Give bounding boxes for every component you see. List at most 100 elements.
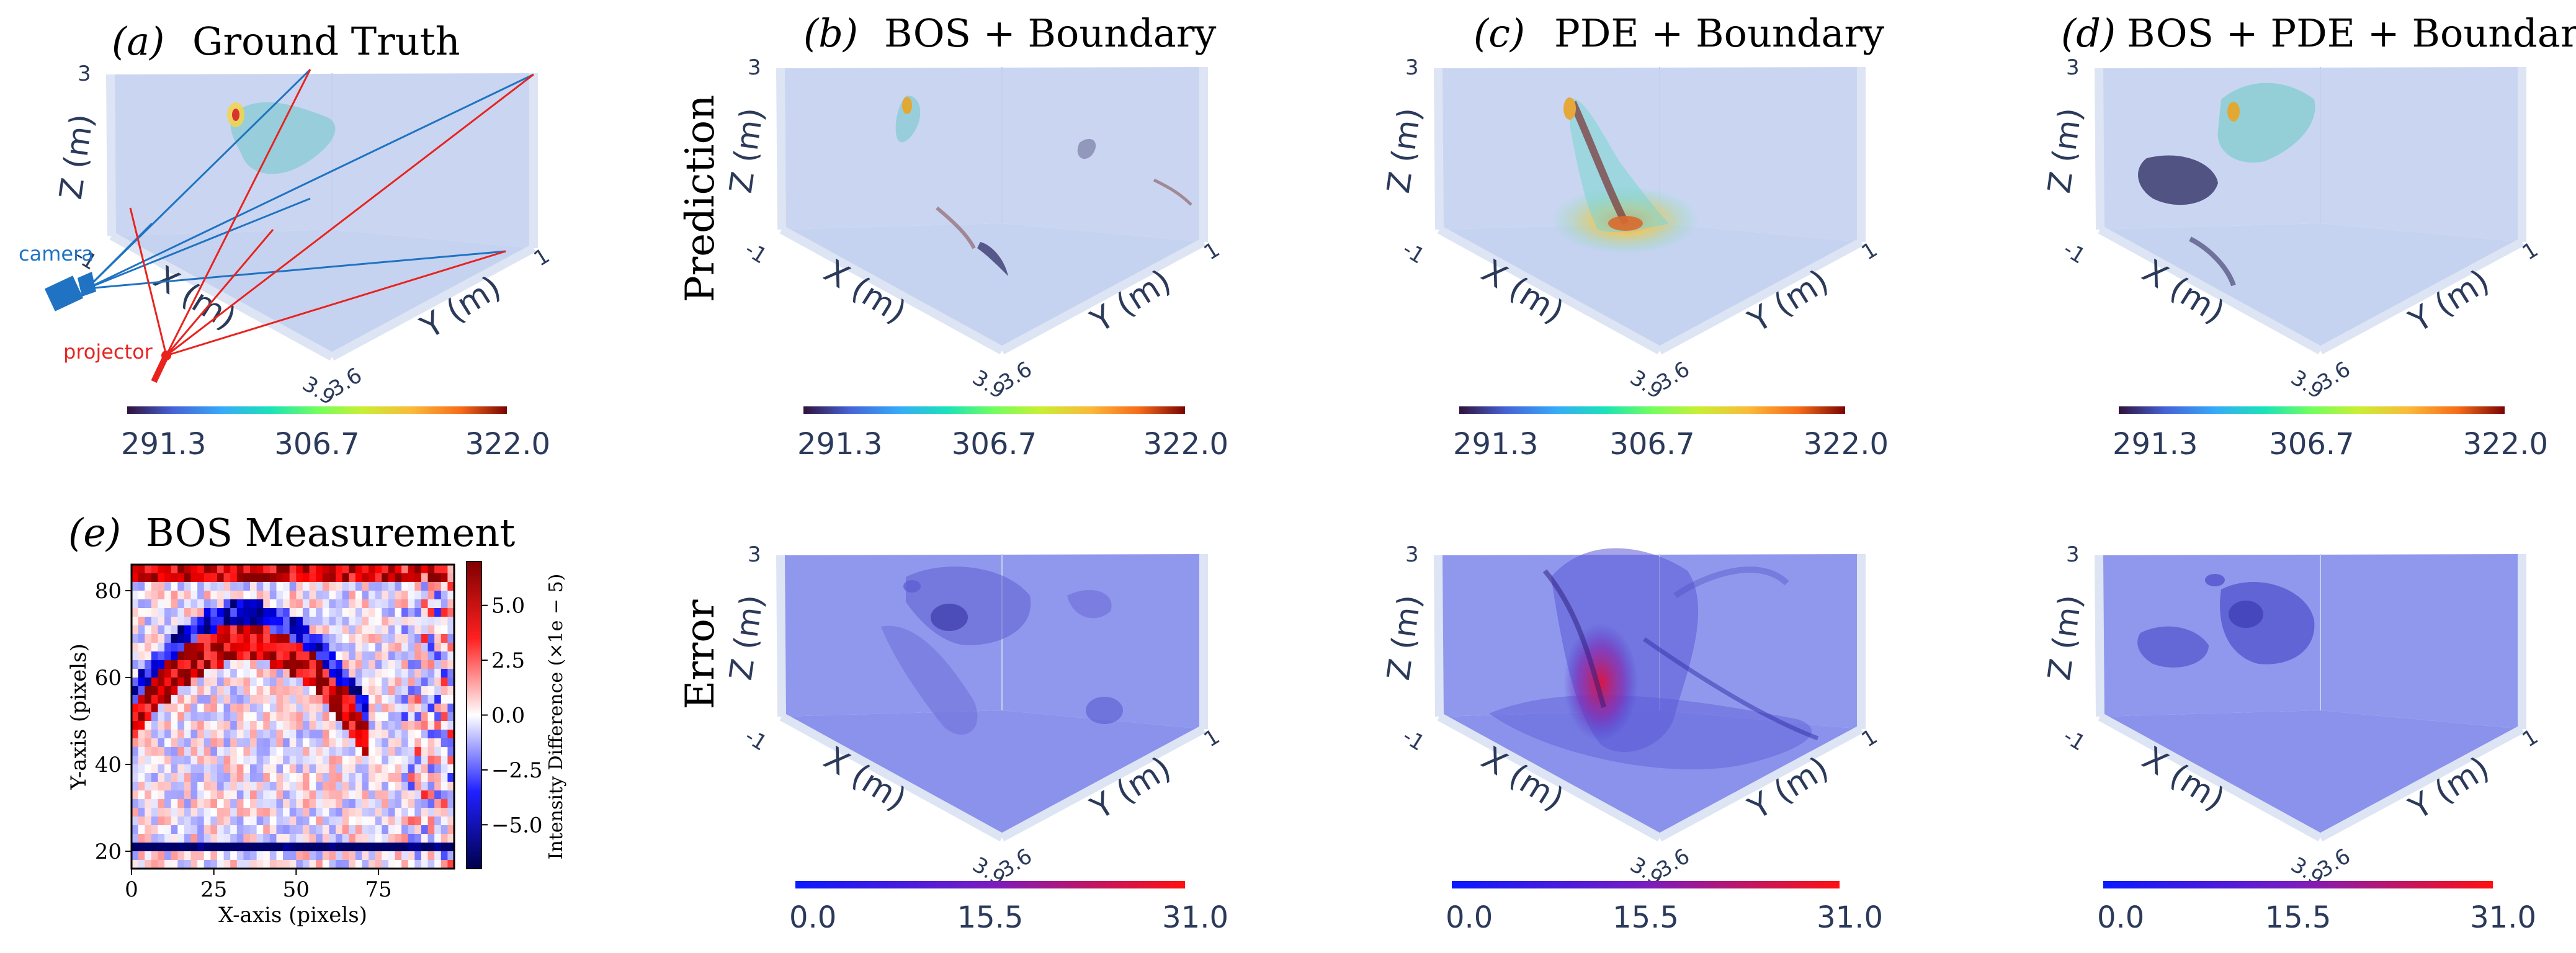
heatmap-cell <box>355 834 363 843</box>
z-axis-label: Z (m) <box>2041 593 2089 682</box>
heatmap-cell <box>236 660 244 669</box>
heatmap-cell <box>243 695 251 704</box>
panel-name-c: PDE + Boundary <box>1554 11 1884 56</box>
x-tick: -1 <box>1398 237 1429 269</box>
heatmap-cell <box>329 721 336 730</box>
heatmap-cell <box>369 582 376 591</box>
heatmap-cell <box>316 712 323 722</box>
heatmap-cell <box>230 643 238 652</box>
heatmap-cell <box>197 851 205 861</box>
heatmap-cell <box>441 747 448 756</box>
heatmap-cell <box>190 747 198 756</box>
heatmap-cell <box>302 608 310 617</box>
heatmap-cell <box>184 678 192 687</box>
heatmap-cell <box>177 747 185 756</box>
heatmap-cell <box>289 599 297 609</box>
heatmap-cell <box>369 782 376 791</box>
heatmap-cell <box>256 730 264 739</box>
heatmap-cell <box>217 782 225 791</box>
heatmap-cell <box>250 599 257 609</box>
heatmap-cell <box>164 782 172 791</box>
heatmap-cell <box>322 756 329 765</box>
heatmap-cell <box>190 704 198 713</box>
heatmap-cell <box>177 669 185 678</box>
panel-tag-c: (c) <box>1474 11 1525 56</box>
z-axis-label: Z (m) <box>1380 593 1428 682</box>
heatmap-cell <box>171 608 178 617</box>
heatmap-cell <box>441 834 448 843</box>
heatmap-cell <box>132 660 139 669</box>
heatmap-cell <box>408 617 415 626</box>
heatmap-cell <box>283 799 290 808</box>
heatmap-cell <box>388 695 396 704</box>
heatmap-cell <box>369 643 376 652</box>
heatmap-cell <box>447 790 455 800</box>
heatmap-cell <box>421 686 429 696</box>
heatmap-cell <box>447 599 455 609</box>
heatmap-cell <box>283 582 290 591</box>
heatmap-cell <box>263 634 271 643</box>
z-tick: 3 <box>748 542 761 567</box>
heatmap-cell <box>256 825 264 834</box>
heatmap-cell <box>441 790 448 800</box>
heatmap-cell <box>296 738 303 748</box>
heatmap-cell <box>151 834 159 843</box>
heatmap-cell <box>421 678 429 687</box>
heatmap-cell <box>316 695 323 704</box>
heatmap-cell <box>283 617 290 626</box>
heatmap-cell <box>316 738 323 748</box>
heatmap-cell <box>289 851 297 861</box>
heatmap-cell <box>269 790 277 800</box>
heatmap-cell <box>177 634 185 643</box>
heatmap-cell <box>263 686 271 696</box>
heatmap-cell <box>203 651 211 661</box>
heatmap-cell <box>401 599 409 609</box>
heatmap-cell <box>190 565 198 574</box>
heatmap-cell <box>236 695 244 704</box>
heatmap-cell <box>151 782 159 791</box>
heatmap-cell <box>138 817 145 826</box>
heatmap-cell <box>184 834 192 843</box>
heatmap-cell <box>296 764 303 774</box>
heatmap-cell <box>184 695 192 704</box>
heatmap-cell <box>145 738 152 748</box>
heatmap-cell <box>230 625 238 635</box>
heatmap-cell <box>421 747 429 756</box>
heatmap-cell <box>217 669 225 678</box>
heatmap-cell <box>421 860 429 869</box>
heatmap-cell <box>414 764 422 774</box>
heatmap-cell <box>375 721 382 730</box>
colorbar-max-label: 31.0 <box>2470 900 2536 935</box>
heatmap-cell <box>362 678 369 687</box>
heatmap-cell <box>236 625 244 635</box>
heatmap-cell <box>349 730 356 739</box>
heatmap-cell <box>171 617 178 626</box>
heatmap-cell <box>243 790 251 800</box>
heatmap-cell <box>414 843 422 852</box>
heatmap-cell <box>230 851 238 861</box>
heatmap-cell <box>395 617 402 626</box>
heatmap-cell <box>322 721 329 730</box>
heatmap-cell <box>145 730 152 739</box>
heatmap-cell <box>158 634 165 643</box>
heatmap-cell <box>427 730 435 739</box>
heatmap-cell <box>132 808 139 817</box>
heatmap-cell <box>243 860 251 869</box>
heatmap-cell <box>217 678 225 687</box>
heatmap-cell <box>263 782 271 791</box>
heatmap-cell <box>145 712 152 722</box>
heatmap-cell <box>132 678 139 687</box>
heatmap-cell <box>322 790 329 800</box>
cube-edge <box>779 712 1004 842</box>
heatmap-cell <box>132 634 139 643</box>
heatmap-cell <box>362 660 369 669</box>
heatmap-cell <box>197 738 205 748</box>
heatmap-cell <box>276 704 284 713</box>
y-tick: 1 <box>1200 724 1225 752</box>
heatmap-cell <box>145 617 152 626</box>
heatmap-cell <box>151 790 159 800</box>
heatmap-colorbar <box>466 561 482 869</box>
heatmap-cell <box>388 851 396 861</box>
heatmap-cell <box>289 834 297 843</box>
heatmap-cell <box>369 721 376 730</box>
